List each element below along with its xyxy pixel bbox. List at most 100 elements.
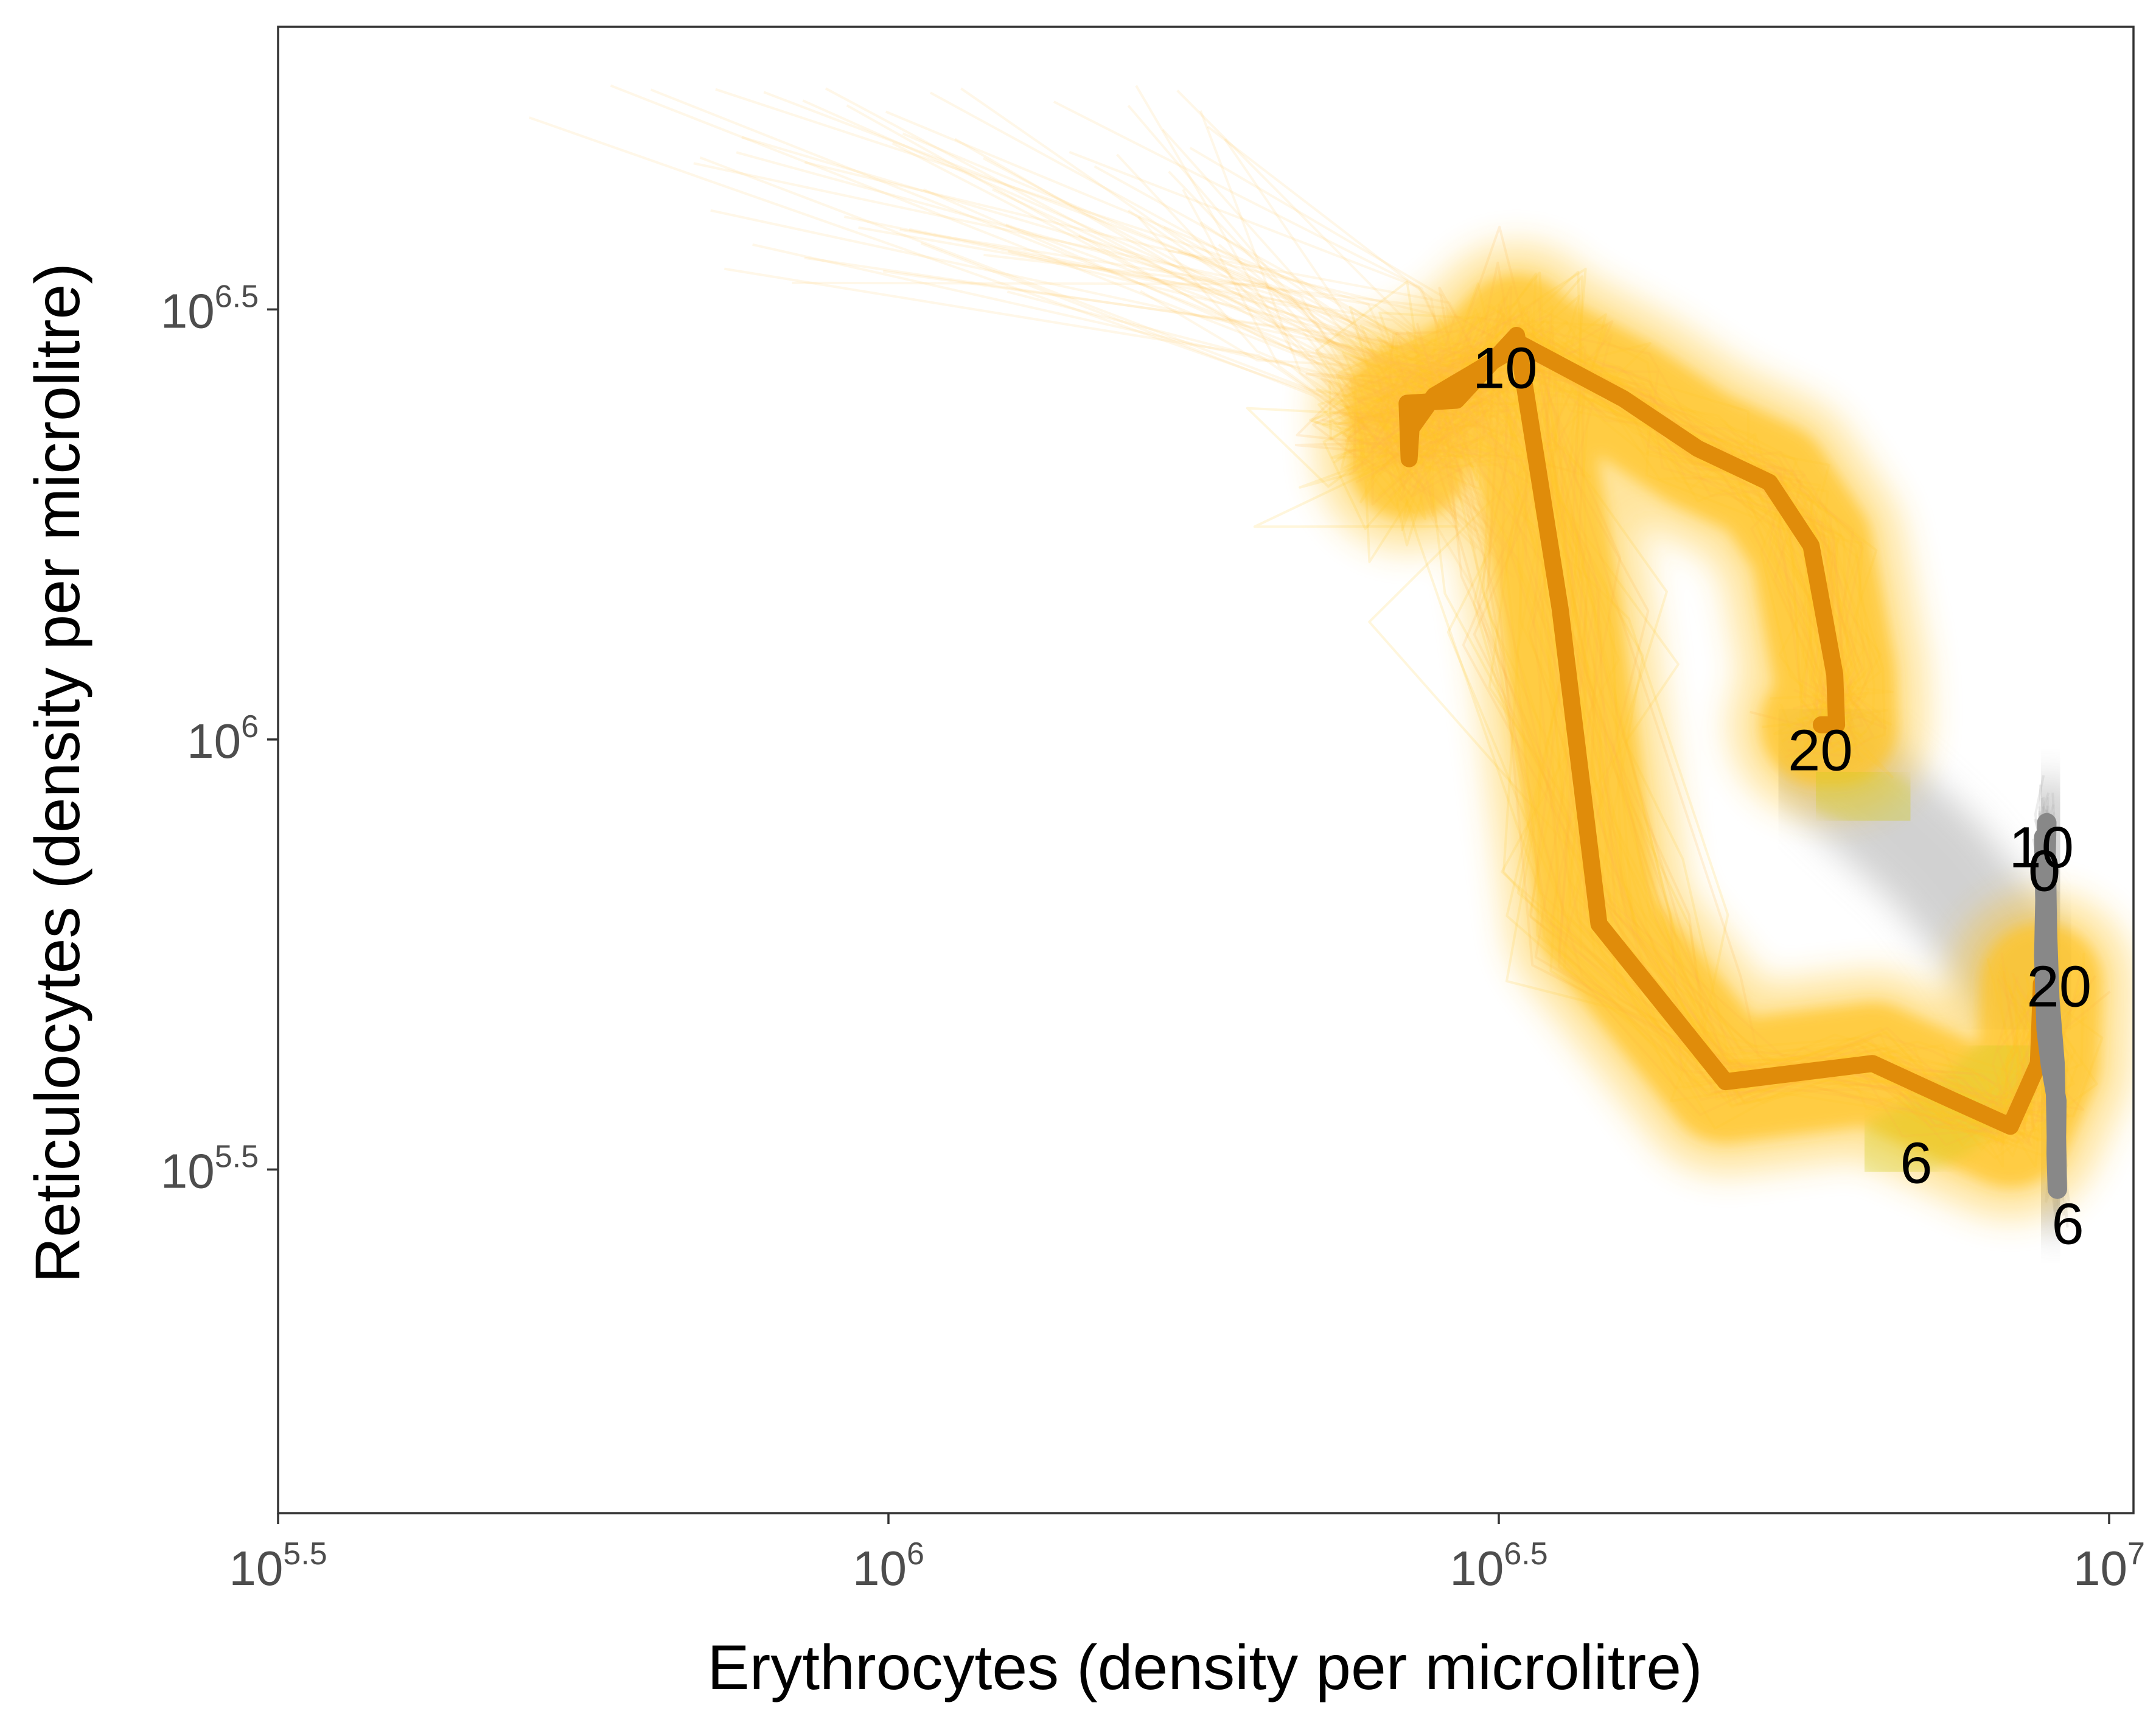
infected-ensemble-streak bbox=[804, 161, 1476, 511]
infected-ensemble-line bbox=[1253, 308, 2081, 1168]
y-axis-title: Reticulocytes (density per microlitre) bbox=[23, 263, 93, 1283]
tick-label-base: 10 bbox=[1450, 1541, 1504, 1595]
day-label: 6 bbox=[1900, 1130, 1932, 1195]
infected-ensemble-streak bbox=[1008, 250, 1524, 430]
infected-ensemble-streak bbox=[763, 91, 1474, 587]
infected-ensemble-line bbox=[1348, 304, 2026, 1135]
infected-ensemble-streak bbox=[1182, 189, 1519, 542]
infected-ensemble-line bbox=[1331, 331, 2075, 1130]
tick-label-exponent: 6.5 bbox=[215, 279, 259, 314]
infected-ensemble-streak bbox=[1053, 100, 1540, 531]
infected-ensemble-streak bbox=[899, 228, 1492, 384]
infected-ensemble-streak bbox=[1116, 153, 1492, 548]
infected-ensemble-line bbox=[1364, 287, 2046, 1122]
infected-ensemble-line bbox=[1322, 305, 2065, 1144]
tick-label-base: 10 bbox=[187, 714, 241, 768]
infected-ensemble-streak bbox=[710, 209, 1519, 460]
tick-label: 106.5 bbox=[1450, 1536, 1547, 1595]
infected-ensemble-line bbox=[1340, 329, 2061, 1146]
infected-ensemble-streak bbox=[1224, 138, 1530, 407]
tick-label-base: 10 bbox=[161, 284, 215, 338]
control-median-line bbox=[2034, 813, 2067, 1199]
infected-ensemble-streak bbox=[1207, 125, 1479, 571]
infected-ensemble-streak bbox=[802, 99, 1515, 383]
infected-ensemble-streak bbox=[699, 156, 1508, 428]
infected-ensemble-line bbox=[1378, 320, 2065, 1151]
tick-label-exponent: 6.5 bbox=[1504, 1536, 1547, 1572]
overlap-tint bbox=[1796, 745, 1931, 847]
infected-ensemble-line bbox=[1344, 309, 2046, 1142]
infected-ensemble-streak bbox=[693, 162, 1484, 390]
infected-ensemble-streak bbox=[804, 256, 1486, 557]
infected-ensemble-line bbox=[1314, 295, 2036, 1150]
tick-label: 107 bbox=[2073, 1536, 2145, 1595]
infected-ensemble-streak bbox=[902, 132, 1505, 576]
infected-ensemble-line bbox=[1377, 335, 2042, 1147]
infected-ensemble-streak bbox=[610, 84, 1505, 545]
infected-ensemble-line bbox=[1371, 360, 2017, 1130]
infected-ensemble-streak bbox=[736, 151, 1500, 564]
infected-ensemble-streak bbox=[1140, 290, 1483, 374]
infected-ensemble-streak bbox=[1177, 250, 1547, 478]
infected-ensemble-line bbox=[1299, 313, 2045, 1122]
infected-ensemble-streak bbox=[715, 88, 1477, 532]
infected-ensemble-line bbox=[1402, 273, 2057, 1133]
tick-label: 106 bbox=[187, 709, 259, 768]
infected-ensemble-streak bbox=[741, 136, 1542, 513]
infected-ensemble-streak bbox=[1218, 243, 1542, 455]
infected-ensemble-line bbox=[1315, 280, 2051, 1142]
tick-label-exponent: 6 bbox=[907, 1536, 924, 1572]
infected-ensemble-streak bbox=[1199, 110, 1539, 536]
tick-label: 105.5 bbox=[229, 1536, 327, 1595]
infected-ensemble-streak bbox=[982, 157, 1482, 396]
infected-ensemble-streak bbox=[909, 228, 1520, 508]
infected-ensemble-streak bbox=[792, 281, 1519, 561]
infected-ensemble-streak bbox=[1078, 234, 1495, 555]
tick-label-exponent: 6 bbox=[241, 709, 259, 744]
infected-ensemble-streak bbox=[891, 142, 1498, 447]
tick-label-exponent: 5.5 bbox=[215, 1139, 259, 1174]
tick-label-base: 10 bbox=[853, 1541, 907, 1595]
infected-ensemble-streak bbox=[752, 243, 1519, 560]
infected-ensemble-line bbox=[1246, 318, 2035, 1119]
infected-ensemble-streak bbox=[1168, 170, 1544, 514]
infected-ensemble-streak bbox=[1135, 85, 1528, 379]
infected-ensemble-streak bbox=[528, 116, 1477, 550]
tick-label-base: 10 bbox=[2073, 1541, 2127, 1595]
infected-ensemble-streak bbox=[885, 110, 1501, 402]
infected-ensemble-line bbox=[1355, 334, 2097, 1114]
infected-ensemble-line bbox=[1371, 315, 2041, 1130]
overlap-tint bbox=[1852, 1027, 2047, 1191]
tick-label: 105.5 bbox=[161, 1139, 259, 1198]
tick-label-exponent: 5.5 bbox=[283, 1536, 327, 1572]
infected-ensemble-streak bbox=[1199, 221, 1522, 506]
infected-ensemble-line bbox=[1333, 334, 2048, 1119]
infected-ensemble-streak bbox=[1069, 150, 1535, 540]
tick-label-base: 10 bbox=[229, 1541, 283, 1595]
day-label: 10 bbox=[2009, 815, 2074, 880]
infected-ensemble-line bbox=[1320, 344, 2040, 1138]
tick-label-base: 10 bbox=[161, 1144, 215, 1198]
day-label: 10 bbox=[1473, 336, 1538, 401]
infected-ensemble-streak bbox=[1127, 105, 1523, 481]
infected-ensemble-line bbox=[1368, 329, 2041, 1158]
day-label: 6 bbox=[2051, 1192, 2084, 1257]
day-label: 0 bbox=[2028, 838, 2060, 903]
infected-ensemble-line bbox=[1364, 267, 2055, 1127]
infected-ensemble-streak bbox=[923, 188, 1531, 377]
infected-ensemble-streak bbox=[1128, 209, 1524, 398]
day-label: 20 bbox=[2026, 954, 2091, 1019]
infected-ensemble-streak bbox=[920, 242, 1479, 533]
panel-border bbox=[277, 26, 2135, 1514]
infected-ensemble-streak bbox=[983, 253, 1494, 520]
infected-ensemble-streak bbox=[960, 87, 1547, 479]
infected-median-line bbox=[1398, 327, 2050, 1135]
infected-ensemble-line bbox=[1311, 335, 2020, 1128]
tick-label: 106.5 bbox=[161, 279, 259, 338]
infected-ensemble-streak bbox=[991, 188, 1515, 579]
infected-ensemble-line bbox=[1375, 321, 2056, 1118]
median-trajectories bbox=[1398, 327, 2067, 1199]
infected-ensemble-streak bbox=[1189, 147, 1524, 474]
